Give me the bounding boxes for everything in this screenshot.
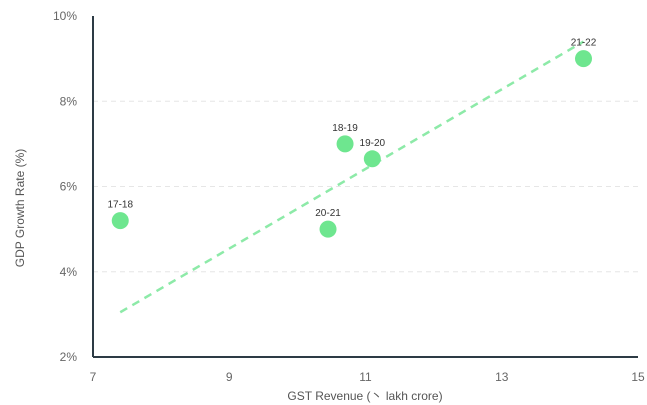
- y-axis-title: GDP Growth Rate (%): [13, 149, 27, 267]
- axes: [92, 16, 638, 358]
- x-tick-label: 7: [90, 370, 97, 384]
- y-tick-label: 2%: [60, 350, 78, 364]
- point-label: 21-22: [571, 38, 597, 49]
- data-point: [336, 135, 354, 153]
- point-labels: 17-18 18-19 19-20 20-21 21-22: [107, 38, 596, 220]
- y-tick-label: 10%: [53, 9, 77, 23]
- y-tick-labels: 2% 4% 6% 8% 10%: [53, 9, 77, 364]
- point-label: 18-19: [332, 123, 358, 134]
- trendline-group: [119, 40, 585, 314]
- y-tick-label: 4%: [60, 265, 78, 279]
- y-tick-label: 6%: [60, 180, 78, 194]
- x-tick-label: 13: [495, 370, 509, 384]
- point-label: 20-21: [315, 208, 341, 219]
- x-axis-title: GST Revenue (丶 lakh crore): [287, 389, 442, 403]
- trendline: [119, 40, 585, 314]
- point-label: 17-18: [107, 200, 133, 211]
- grid-lines: [93, 100, 638, 273]
- data-point: [363, 150, 381, 168]
- x-tick-label: 9: [226, 370, 233, 384]
- y-tick-label: 8%: [60, 94, 78, 108]
- point-label: 19-20: [360, 138, 386, 149]
- data-point: [575, 50, 592, 68]
- data-point: [319, 220, 337, 238]
- data-point: [111, 212, 129, 230]
- x-tick-label: 15: [631, 370, 645, 384]
- x-tick-labels: 7 9 11 13 15: [90, 370, 645, 384]
- x-tick-label: 11: [359, 370, 372, 384]
- data-points: [111, 50, 592, 238]
